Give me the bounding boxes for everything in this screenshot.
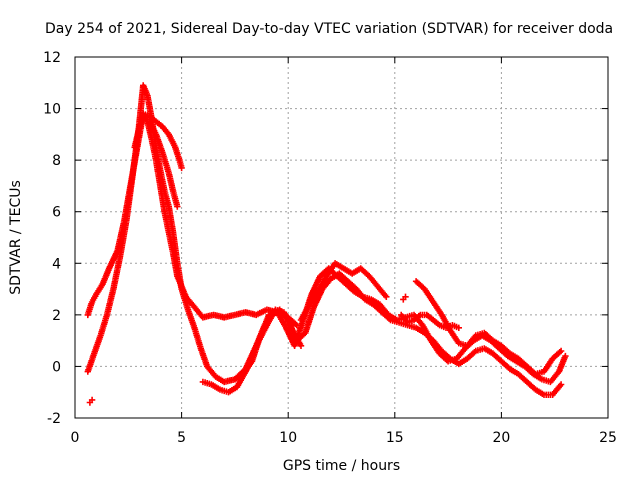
x-tick-label: 15 — [386, 430, 404, 446]
data-point-markers — [84, 82, 305, 386]
y-axis-label: SDTVAR / TECUs — [8, 180, 24, 295]
data-point-markers — [86, 396, 96, 406]
data-point-markers — [231, 265, 569, 386]
series-track-8 — [297, 260, 390, 324]
y-tick-label: 10 — [43, 102, 61, 118]
plot-frame — [74, 56, 609, 419]
x-tick-label: 0 — [71, 430, 80, 446]
y-tick-label: 2 — [52, 308, 61, 324]
data-point-markers — [131, 110, 185, 172]
y-tick-label: 8 — [52, 153, 61, 169]
y-tick-label: 6 — [52, 205, 61, 221]
data-point-markers — [146, 118, 181, 210]
x-tick-label: 5 — [177, 430, 186, 446]
series-track-9 — [412, 278, 565, 378]
series-track-7 — [231, 265, 569, 386]
y-tick-label: -2 — [47, 411, 61, 427]
data-point-markers — [412, 278, 565, 378]
data-points — [84, 82, 569, 406]
series-track-11 — [400, 293, 409, 303]
x-tick-label: 10 — [279, 430, 297, 446]
x-axis-label: GPS time / hours — [283, 458, 400, 474]
data-point-markers — [84, 110, 300, 329]
series-track-3 — [131, 110, 185, 172]
series-track-10 — [398, 311, 462, 331]
series-track-1 — [84, 110, 300, 329]
chart-title: Day 254 of 2021, Sidereal Day-to-day VTE… — [45, 21, 613, 37]
data-point-markers — [398, 311, 462, 331]
y-tick-label: 12 — [43, 50, 61, 66]
grid — [75, 57, 608, 418]
x-tick-label: 25 — [599, 430, 617, 446]
data-point-markers — [400, 293, 409, 303]
data-point-markers — [297, 260, 390, 324]
series-track-2 — [84, 82, 305, 386]
x-tick-label: 20 — [492, 430, 510, 446]
series-track-5 — [86, 396, 96, 406]
series-track-4 — [146, 118, 181, 210]
y-tick-label: 4 — [52, 256, 61, 272]
y-tick-label: 0 — [52, 359, 61, 375]
